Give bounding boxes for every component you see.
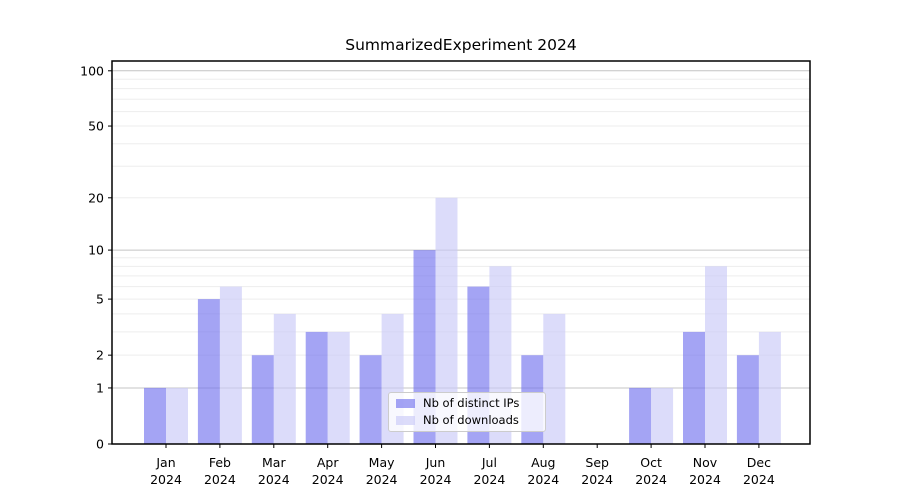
bar-nb-of-downloads-mar-2024 xyxy=(273,313,296,444)
bar-nb-of-distinct-ips-nov-2024 xyxy=(683,331,705,444)
bar-nb-of-downloads-dec-2024 xyxy=(758,331,781,444)
bar-nb-of-downloads-nov-2024 xyxy=(705,266,727,444)
bar-nb-of-downloads-aug-2024 xyxy=(543,313,566,444)
legend: Nb of distinct IPs Nb of downloads xyxy=(388,392,546,432)
y-tick-label-1: 1 xyxy=(96,380,104,395)
bar-nb-of-distinct-ips-dec-2024 xyxy=(736,355,759,444)
y-tick-label-10: 10 xyxy=(88,243,104,258)
x-tick-label-month-jun: Jun xyxy=(425,455,446,470)
x-tick-label-year-feb: 2024 xyxy=(204,472,236,487)
plot-frame xyxy=(111,60,811,445)
bar-nb-of-downloads-jun-2024 xyxy=(435,197,458,444)
y-tick-label-5: 5 xyxy=(96,292,104,307)
x-tick-label-month-may: May xyxy=(369,455,395,470)
x-tick-label-month-mar: Mar xyxy=(262,455,286,470)
bar-nb-of-distinct-ips-mar-2024 xyxy=(251,355,274,444)
x-tick-label-year-oct: 2024 xyxy=(635,472,667,487)
legend-swatch-downloads-icon xyxy=(396,416,415,425)
bar-nb-of-downloads-apr-2024 xyxy=(327,331,350,444)
legend-label-distinct-ips: Nb of distinct IPs xyxy=(423,396,520,410)
x-tick-label-year-aug: 2024 xyxy=(527,472,559,487)
x-tick-label-month-aug: Aug xyxy=(531,455,555,470)
bar-nb-of-distinct-ips-jan-2024 xyxy=(144,387,166,444)
bar-nb-of-distinct-ips-may-2024 xyxy=(359,355,382,444)
x-tick-label-month-nov: Nov xyxy=(693,455,718,470)
legend-item-downloads: Nb of downloads xyxy=(396,414,538,427)
y-tick-label-50: 50 xyxy=(88,119,104,134)
y-tick-label-100: 100 xyxy=(80,63,104,78)
legend-label-downloads: Nb of downloads xyxy=(423,413,519,427)
bar-nb-of-distinct-ips-apr-2024 xyxy=(305,331,328,444)
x-tick-label-month-sep: Sep xyxy=(585,455,609,470)
chart-title: SummarizedExperiment 2024 xyxy=(345,36,577,54)
x-tick-label-year-jul: 2024 xyxy=(473,472,505,487)
x-tick-label-year-may: 2024 xyxy=(366,472,398,487)
x-tick-label-month-dec: Dec xyxy=(747,455,771,470)
x-tick-label-year-dec: 2024 xyxy=(743,472,775,487)
x-tick-label-year-jan: 2024 xyxy=(150,472,182,487)
x-tick-label-month-feb: Feb xyxy=(209,455,231,470)
x-tick-label-year-sep: 2024 xyxy=(581,472,613,487)
bar-nb-of-downloads-oct-2024 xyxy=(651,387,674,444)
x-tick-label-year-nov: 2024 xyxy=(689,472,721,487)
bar-nb-of-distinct-ips-feb-2024 xyxy=(197,299,220,444)
x-tick-label-month-apr: Apr xyxy=(317,455,339,470)
bar-nb-of-distinct-ips-oct-2024 xyxy=(629,387,652,444)
y-tick-label-2: 2 xyxy=(96,348,104,363)
x-tick-label-year-apr: 2024 xyxy=(312,472,344,487)
x-tick-label-month-oct: Oct xyxy=(640,455,662,470)
x-tick-label-month-jan: Jan xyxy=(155,455,175,470)
y-tick-label-20: 20 xyxy=(88,190,104,205)
bar-nb-of-downloads-feb-2024 xyxy=(219,286,242,444)
bar-nb-of-downloads-jan-2024 xyxy=(166,387,188,444)
legend-item-distinct-ips: Nb of distinct IPs xyxy=(396,397,538,410)
y-tick-label-0: 0 xyxy=(96,437,104,452)
x-tick-label-year-jun: 2024 xyxy=(420,472,452,487)
x-tick-label-month-jul: Jul xyxy=(481,455,497,470)
legend-swatch-distinct-ips-icon xyxy=(396,399,415,408)
x-tick-label-year-mar: 2024 xyxy=(258,472,290,487)
